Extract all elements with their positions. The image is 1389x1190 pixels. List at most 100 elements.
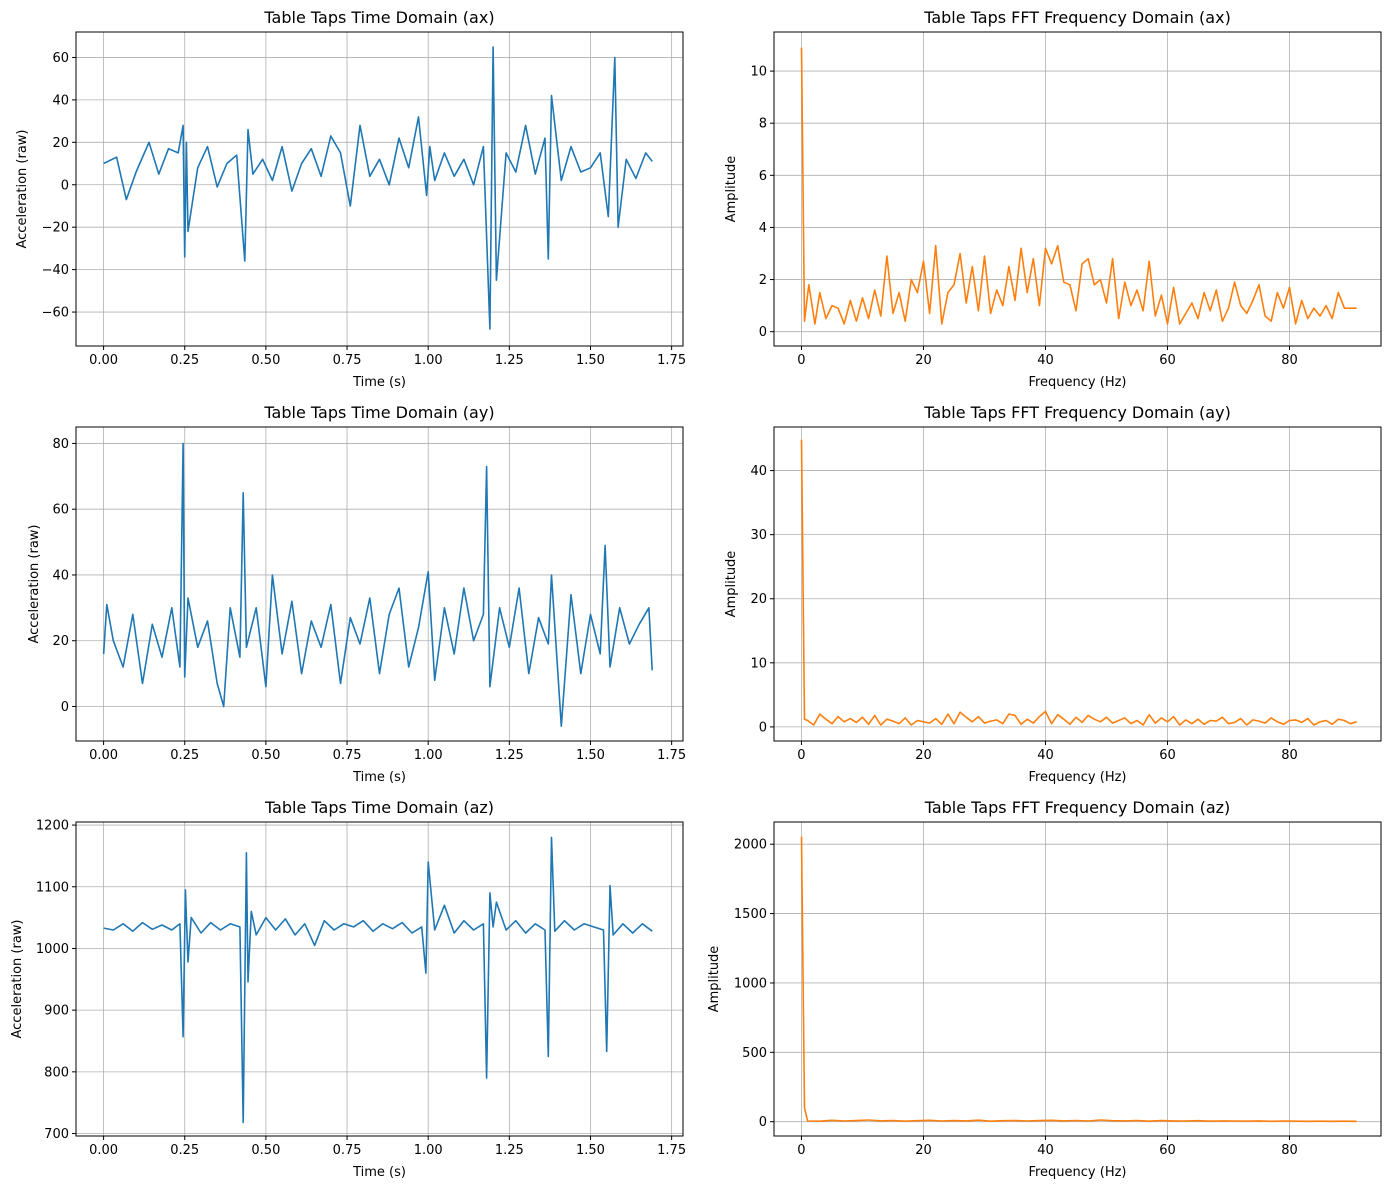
- panel-time-ay: Table Taps Time Domain (ay) Time (s) Acc…: [27, 403, 686, 785]
- x-tick-label: 40: [1037, 748, 1054, 763]
- y-tick-label: 80: [52, 437, 69, 452]
- y-axis-label: Amplitude: [724, 156, 739, 223]
- y-tick-label: −40: [42, 263, 69, 278]
- x-tick-label: 0.25: [170, 353, 199, 368]
- y-tick-label: 40: [52, 93, 69, 108]
- plot-frame: [75, 31, 684, 347]
- x-tick-label: 80: [1281, 748, 1298, 763]
- y-tick-label: 6: [759, 169, 767, 184]
- panel-fft-ay: Table Taps FFT Frequency Domain (ay) Fre…: [724, 403, 1382, 785]
- x-tick-label: 1.25: [495, 1143, 524, 1158]
- chart-title: Table Taps Time Domain (ay): [263, 403, 494, 422]
- x-tick-label: 20: [915, 353, 932, 368]
- y-tick-label: 0: [759, 1115, 767, 1130]
- x-tick-label: 0.00: [89, 748, 118, 763]
- y-tick-label: 20: [750, 592, 767, 607]
- y-tick-label: 10: [750, 656, 767, 671]
- x-axis-label: Frequency (Hz): [1028, 375, 1126, 390]
- y-tick-label: 8: [759, 117, 767, 132]
- x-axis-label: Time (s): [352, 1165, 406, 1180]
- x-tick-label: 20: [915, 748, 932, 763]
- x-axis-label: Time (s): [352, 375, 406, 390]
- chart-title: Table Taps Time Domain (az): [264, 798, 494, 817]
- x-tick-label: 0: [797, 353, 805, 368]
- x-tick-label: 60: [1159, 353, 1176, 368]
- y-axis-label: Acceleration (raw): [27, 525, 42, 644]
- x-tick-label: 0.75: [333, 748, 362, 763]
- y-tick-label: 900: [44, 1004, 69, 1019]
- plot-frame: [75, 821, 684, 1137]
- x-tick-label: 1.00: [414, 748, 443, 763]
- x-tick-label: 1.50: [576, 353, 605, 368]
- x-tick-label: 1.00: [414, 353, 443, 368]
- plot-frame: [773, 821, 1382, 1137]
- y-tick-label: 0: [759, 720, 767, 735]
- x-tick-label: 1.75: [657, 748, 686, 763]
- x-tick-label: 1.25: [495, 353, 524, 368]
- series-line: [102, 442, 653, 728]
- x-axis-label: Frequency (Hz): [1028, 1165, 1126, 1180]
- x-tick-label: 1.00: [414, 1143, 443, 1158]
- y-tick-label: 30: [750, 528, 767, 543]
- plot-frame: [773, 31, 1382, 347]
- x-tick-label: 1.50: [576, 748, 605, 763]
- y-tick-label: 60: [52, 51, 69, 66]
- y-tick-label: 1200: [36, 819, 69, 834]
- x-tick-label: 0.00: [89, 1143, 118, 1158]
- x-tick-label: 80: [1281, 353, 1298, 368]
- y-tick-label: 0: [61, 178, 69, 193]
- y-tick-label: 20: [52, 136, 69, 151]
- chart-title: Table Taps Time Domain (ax): [263, 8, 494, 27]
- chart-title: Table Taps FFT Frequency Domain (az): [924, 798, 1231, 817]
- y-tick-label: 4: [759, 221, 767, 236]
- x-tick-label: 0.00: [89, 353, 118, 368]
- y-tick-label: 800: [44, 1065, 69, 1080]
- x-tick-label: 20: [915, 1143, 932, 1158]
- panel-time-az: Table Taps Time Domain (az) Time (s) Acc…: [10, 798, 686, 1180]
- x-tick-label: 0: [797, 748, 805, 763]
- x-tick-label: 1.50: [576, 1143, 605, 1158]
- y-tick-label: 60: [52, 503, 69, 518]
- x-axis-label: Frequency (Hz): [1028, 770, 1126, 785]
- x-tick-label: 0.75: [333, 1143, 362, 1158]
- panel-time-ax: Table Taps Time Domain (ax) Time (s) Acc…: [15, 8, 686, 390]
- x-tick-label: 40: [1037, 353, 1054, 368]
- x-tick-label: 0.25: [170, 1143, 199, 1158]
- y-tick-label: 0: [759, 325, 767, 340]
- series-line: [800, 836, 1357, 1123]
- x-tick-label: 60: [1159, 748, 1176, 763]
- y-axis-label: Acceleration (raw): [15, 130, 30, 249]
- chart-title: Table Taps FFT Frequency Domain (ax): [923, 8, 1231, 27]
- y-tick-label: 1000: [734, 976, 767, 991]
- x-tick-label: 1.75: [657, 353, 686, 368]
- y-tick-label: 2: [759, 273, 767, 288]
- plot-frame: [773, 426, 1382, 742]
- x-tick-label: 0: [797, 1143, 805, 1158]
- plot-frame: [75, 426, 684, 742]
- x-tick-label: 0.50: [251, 1143, 280, 1158]
- series-line: [800, 439, 1357, 726]
- series-line: [103, 836, 653, 1124]
- y-axis-label: Amplitude: [707, 946, 722, 1013]
- x-tick-label: 60: [1159, 1143, 1176, 1158]
- x-tick-label: 1.75: [657, 1143, 686, 1158]
- panel-fft-ax: Table Taps FFT Frequency Domain (ax) Fre…: [724, 8, 1382, 390]
- y-tick-label: 1500: [734, 907, 767, 922]
- series-line: [103, 46, 653, 330]
- y-tick-label: 500: [742, 1046, 767, 1061]
- y-tick-label: 40: [52, 568, 69, 583]
- y-tick-label: 1100: [36, 880, 69, 895]
- x-tick-label: 80: [1281, 1143, 1298, 1158]
- panel-fft-az: Table Taps FFT Frequency Domain (az) Fre…: [707, 798, 1382, 1180]
- x-axis-label: Time (s): [352, 770, 406, 785]
- y-tick-label: 0: [61, 700, 69, 715]
- y-axis-label: Acceleration (raw): [10, 920, 25, 1039]
- x-tick-label: 40: [1037, 1143, 1054, 1158]
- x-tick-label: 0.50: [251, 748, 280, 763]
- chart-title: Table Taps FFT Frequency Domain (ay): [923, 403, 1231, 422]
- x-tick-label: 1.25: [495, 748, 524, 763]
- y-tick-label: 700: [44, 1127, 69, 1142]
- x-tick-label: 0.75: [333, 353, 362, 368]
- y-tick-label: −60: [42, 306, 69, 321]
